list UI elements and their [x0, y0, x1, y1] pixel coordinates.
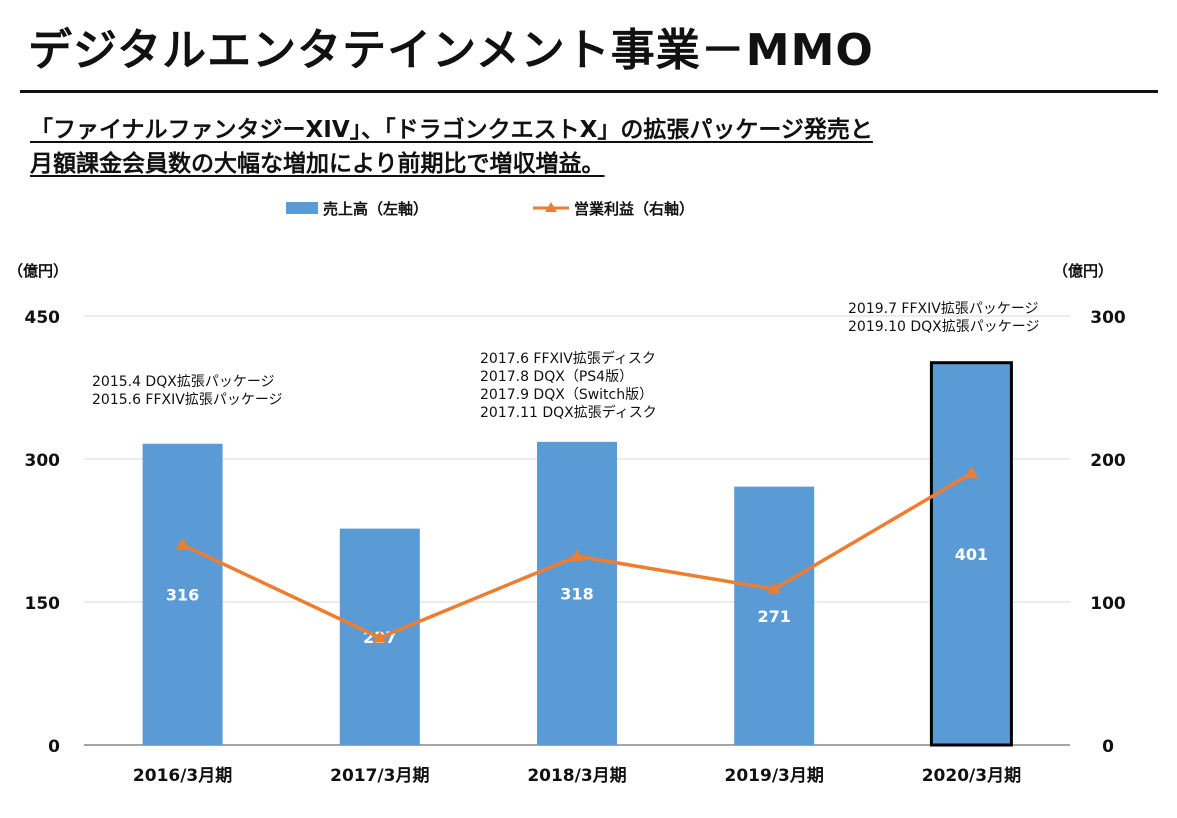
page-title: デジタルエンタテインメント事業－MMO — [28, 25, 874, 76]
annotation-text: 2017.11 DQX拡張ディスク — [480, 404, 657, 421]
right-axis-unit: （億円） — [1053, 262, 1113, 280]
annotation-text: 2019.10 DQX拡張パッケージ — [848, 319, 1039, 335]
annotation-text: 2017.9 DQX（Switch版） — [480, 387, 653, 403]
category-label: 2018/3月期 — [527, 766, 626, 786]
left-axis-tick-label: 300 — [25, 451, 61, 471]
left-axis-tick-label: 150 — [25, 594, 61, 614]
annotation-text: 2015.4 DQX拡張パッケージ — [92, 374, 275, 390]
right-axis-tick-label: 100 — [1090, 594, 1126, 614]
right-axis-tick-label: 200 — [1090, 451, 1126, 471]
legend-label-profit: 営業利益（右軸） — [574, 200, 694, 218]
bar — [929, 361, 1013, 747]
annotation-text: 2017.8 DQX（PS4版） — [480, 369, 633, 385]
legend-marker-profit — [545, 202, 557, 212]
bar-value-label: 316 — [166, 585, 199, 604]
bar — [142, 443, 223, 745]
left-axis-tick-label: 0 — [48, 737, 60, 757]
line-point-marker — [175, 537, 190, 550]
title-divider — [20, 90, 1158, 93]
annotation-text: 2017.6 FFXIV拡張ディスク — [480, 350, 656, 367]
category-label: 2017/3月期 — [330, 766, 429, 786]
category-label: 2020/3月期 — [922, 766, 1021, 786]
left-axis-unit: （億円） — [8, 262, 68, 280]
annotation-text: 2019.7 FFXIV拡張パッケージ — [848, 301, 1039, 317]
category-label: 2016/3月期 — [133, 766, 232, 786]
line-point-marker — [767, 582, 782, 595]
bar-value-label: 271 — [757, 607, 790, 626]
annotation-text: 2015.6 FFXIV拡張パッケージ — [92, 392, 283, 408]
right-axis-tick-label: 0 — [1102, 737, 1114, 757]
right-axis-tick-label: 300 — [1090, 308, 1126, 328]
category-label: 2019/3月期 — [725, 766, 824, 786]
line-point-marker — [372, 630, 387, 643]
line-point-marker — [570, 549, 584, 562]
subtitle-line-2: 月額課金会員数の大幅な増加により前期比で増収増益。 — [30, 151, 605, 177]
legend-label-sales: 売上高（左軸） — [323, 200, 428, 218]
bar-value-label: 318 — [560, 584, 593, 603]
left-axis-tick-label: 450 — [25, 308, 61, 328]
subtitle-line-1: 「ファイナルファンタジーXIV」、「ドラゴンクエストX」の拡張パッケージ発売と — [30, 117, 873, 143]
bar-value-label: 401 — [955, 545, 988, 564]
legend-swatch-sales — [286, 202, 318, 214]
bar — [734, 486, 815, 745]
line-point-marker — [964, 466, 979, 479]
bar — [537, 441, 617, 745]
